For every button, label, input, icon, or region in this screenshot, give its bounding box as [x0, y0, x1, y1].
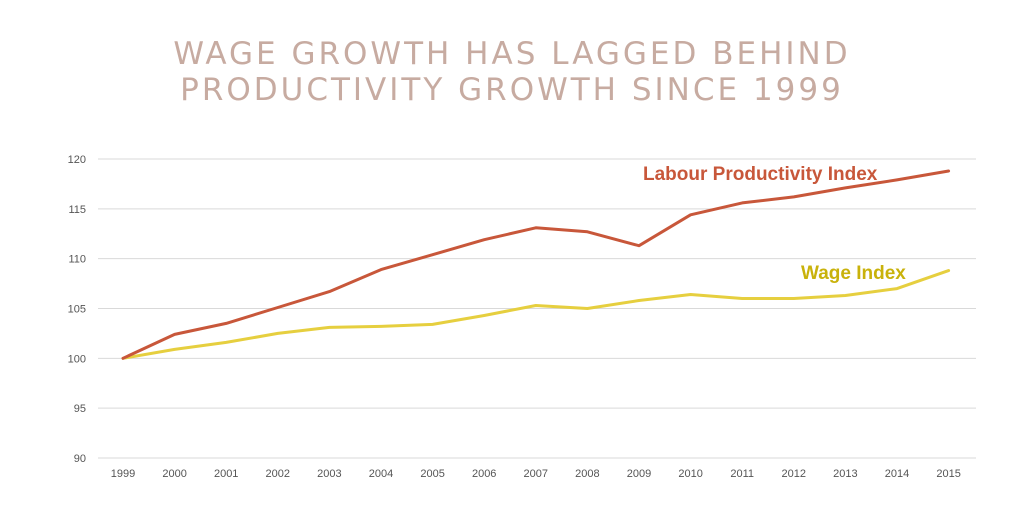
y-tick-label-120: 120	[68, 154, 86, 166]
x-axis-ticks: 1999 2000 2001 2002 2003 2004 2005 2006 2007 2008…	[111, 468, 961, 480]
x-tick-label-2005: 2005	[420, 468, 444, 480]
x-tick-label-2004: 2004	[369, 468, 393, 480]
x-tick-label-2002: 2002	[266, 468, 290, 480]
x-tick-label-2012: 2012	[782, 468, 806, 480]
x-tick-label-2015: 2015	[936, 468, 960, 480]
x-tick-label-2008: 2008	[575, 468, 599, 480]
y-tick-label-115: 115	[68, 204, 86, 216]
series-lines	[121, 169, 951, 360]
x-tick-label-2003: 2003	[317, 468, 341, 480]
x-tick-label-2014: 2014	[885, 468, 909, 480]
series-line-wage	[121, 269, 951, 360]
x-tick-label-2011: 2011	[730, 468, 754, 480]
x-tick-label-2009: 2009	[627, 468, 651, 480]
series-line-productivity	[121, 169, 951, 360]
y-tick-label-110: 110	[68, 254, 86, 266]
y-tick-label-95: 95	[74, 403, 86, 415]
chart-title: WAGE GROWTH HAS LAGGED BEHIND PRODUCTIVI…	[0, 36, 1024, 108]
x-tick-label-2007: 2007	[524, 468, 548, 480]
y-tick-label-100: 100	[68, 353, 86, 365]
y-axis-ticks: 90 95 100 105 110 115 120	[68, 154, 86, 465]
grid-lines	[98, 158, 976, 459]
chart-title-line-1: WAGE GROWTH HAS LAGGED BEHIND	[173, 36, 851, 72]
x-tick-label-2006: 2006	[472, 468, 496, 480]
x-tick-label-2000: 2000	[162, 468, 186, 480]
x-tick-label-1999: 1999	[111, 468, 135, 480]
series-label-wage: Wage Index	[801, 263, 906, 284]
x-tick-label-2010: 2010	[678, 468, 702, 480]
x-tick-label-2013: 2013	[833, 468, 857, 480]
x-tick-label-2001: 2001	[214, 468, 238, 480]
chart-title-line-2: PRODUCTIVITY GROWTH SINCE 1999	[180, 72, 844, 108]
series-label-productivity: Labour Productivity Index	[643, 164, 878, 185]
y-tick-label-105: 105	[68, 304, 86, 316]
y-tick-label-90: 90	[74, 453, 86, 465]
